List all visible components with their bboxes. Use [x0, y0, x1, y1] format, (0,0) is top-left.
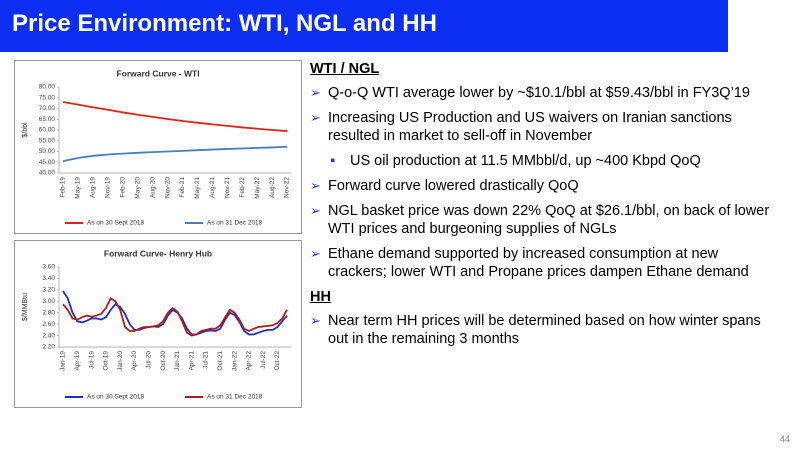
x-tick-label: Feb-19: [60, 177, 67, 198]
bullet: Ethane demand supported by increased con…: [310, 245, 780, 281]
x-tick-label: Jan-20: [117, 351, 124, 371]
x-tick-label: Jan-19: [60, 351, 67, 371]
x-tick-label: Nov-21: [224, 177, 231, 198]
x-tick-label: Feb-22: [239, 177, 246, 198]
y-tick-label: 80.00: [39, 84, 56, 91]
y-tick-label: 70.00: [39, 105, 56, 112]
x-tick-label: Jan-22: [231, 351, 238, 371]
bullet-text: Near term HH prices will be determined b…: [328, 313, 761, 347]
bullet-text: NGL basket price was down 22% QoQ at $26…: [328, 203, 770, 237]
y-tick-label: 2.20: [42, 344, 55, 351]
series-line: [62, 101, 288, 132]
x-tick-label: Apr-21: [188, 351, 195, 371]
header-bar: Price Environment: WTI, NGL and HH: [0, 0, 728, 52]
y-tick-label: 55.00: [39, 137, 56, 144]
x-tick-label: Nov-20: [164, 177, 171, 198]
y-tick-label: 2.80: [42, 309, 55, 316]
x-tick-label: Oct-19: [103, 351, 110, 371]
chart: Forward Curve- Henry Hub $/MMBtu 2.20 2.40 2…: [22, 248, 291, 401]
bullet-text: Forward curve lowered drastically QoQ: [328, 178, 579, 194]
y-tick-label: 3.00: [42, 298, 55, 305]
slide-title: Price Environment: WTI, NGL and HH: [12, 10, 437, 37]
sub-bullet: US oil production at 11.5 MMbbl/d, up ~4…: [310, 152, 780, 170]
chart: Forward Curve - WTI $/bbl 40.00 45.00 50.00 5…: [22, 68, 291, 227]
legend-label: As on 30 Sept 2018: [87, 220, 144, 227]
x-tick-label: Oct-20: [160, 351, 167, 371]
series-line: [62, 297, 288, 337]
x-tick-label: Nov-19: [105, 177, 112, 198]
x-tick-label: Aug-20: [149, 177, 156, 198]
x-tick-label: Apr-22: [246, 351, 253, 371]
x-tick-label: Oct-21: [217, 351, 224, 371]
x-tick-label: Apr-20: [131, 351, 138, 371]
legend-label: As on 31 Dec 2018: [207, 220, 263, 227]
chart-title: Forward Curve- Henry Hub: [104, 248, 212, 258]
y-tick-label: 75.00: [39, 94, 56, 101]
y-tick-label: 45.00: [39, 159, 56, 166]
x-tick-label: Feb-21: [179, 177, 186, 198]
chart-title: Forward Curve - WTI: [116, 68, 199, 78]
page-number: 44: [779, 434, 790, 444]
bullet-text: Ethane demand supported by increased con…: [328, 246, 749, 280]
bullet: Near term HH prices will be determined b…: [310, 312, 780, 348]
section-heading: HH: [310, 289, 331, 305]
x-tick-label: Aug-21: [209, 177, 216, 198]
y-tick-label: 2.40: [42, 332, 55, 339]
chart-box: Forward Curve - WTI $/bbl 40.00 45.00 50.00 5…: [14, 60, 302, 234]
legend-label: As on 31 Dec 2018: [207, 394, 263, 401]
x-tick-label: Apr-19: [74, 351, 81, 371]
y-tick-label: 40.00: [39, 170, 56, 177]
x-tick-label: Aug-19: [90, 177, 97, 198]
bullet-text: Increasing US Production and US waivers …: [328, 110, 732, 144]
y-tick-label: 3.40: [42, 275, 55, 282]
y-tick-label: 2.60: [42, 321, 55, 328]
x-tick-label: May-22: [254, 177, 261, 199]
x-tick-label: Jan-21: [174, 351, 181, 371]
y-tick-label: 3.20: [42, 287, 55, 294]
x-tick-label: May-21: [194, 177, 201, 199]
bullet-text: Q-o-Q WTI average lower by ~$10.1/bbl at…: [328, 85, 750, 101]
y-axis-label: $/bbl: [22, 122, 29, 138]
y-axis-label: $/MMBtu: [22, 293, 29, 321]
bullet: Q-o-Q WTI average lower by ~$10.1/bbl at…: [310, 84, 780, 102]
x-tick-label: Jul-21: [203, 351, 210, 369]
x-tick-label: Oct-22: [274, 351, 281, 371]
x-tick-label: Jul-19: [88, 351, 95, 369]
series-line: [62, 145, 288, 163]
x-tick-label: May-19: [75, 177, 82, 199]
text-panel: WTI / NGL Q-o-Q WTI average lower by ~$10…: [310, 60, 780, 355]
x-tick-label: Aug-22: [269, 177, 276, 198]
x-tick-label: Feb-20: [119, 177, 126, 198]
x-tick-label: May-20: [134, 177, 141, 199]
section-heading: WTI / NGL: [310, 61, 380, 77]
series-line: [62, 290, 288, 336]
bullet: Increasing US Production and US waivers …: [310, 109, 780, 145]
bullet: NGL basket price was down 22% QoQ at $26…: [310, 202, 780, 238]
x-tick-label: Jul-20: [146, 351, 153, 369]
x-tick-label: Jul-22: [260, 351, 267, 369]
y-tick-label: 3.60: [42, 264, 55, 271]
y-tick-label: 60.00: [39, 127, 56, 134]
x-tick-label: Nov-22: [284, 177, 291, 198]
chart-box: Forward Curve- Henry Hub $/MMBtu 2.20 2.40 2…: [14, 240, 302, 408]
legend-label: As on 30 Sept 2018: [87, 394, 144, 401]
y-tick-label: 50.00: [39, 148, 56, 155]
bullet: Forward curve lowered drastically QoQ: [310, 177, 780, 195]
y-tick-label: 65.00: [39, 116, 56, 123]
